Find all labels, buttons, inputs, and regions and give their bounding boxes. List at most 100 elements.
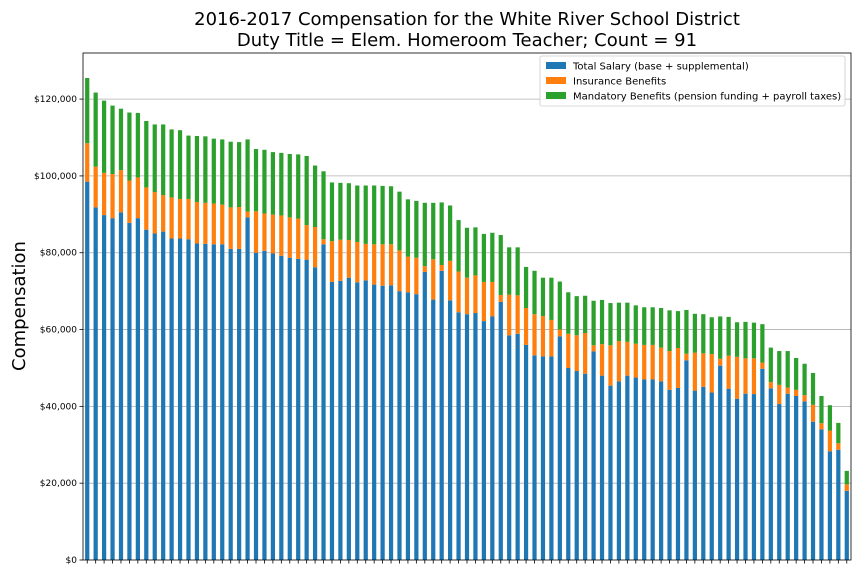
bar-segment-s1-15 [211,203,216,245]
bar-segment-s0-17 [228,248,233,561]
bar-segment-s1-13 [194,202,200,244]
bar-segment-s2-41 [431,202,436,260]
bar-segment-s0-53 [532,355,537,560]
bar-segment-s0-26 [304,259,309,560]
bar-segment-s2-3 [110,105,115,174]
bar-segment-s1-70 [675,347,681,388]
bar-segment-s1-87 [819,423,824,430]
bar-segment-s2-9 [161,124,166,196]
bar-segment-s1-65 [633,343,638,378]
bar-segment-s2-19 [245,139,250,212]
bar-segment-s0-35 [380,285,385,560]
bar-segment-s2-28 [321,171,326,240]
bar-segment-s0-48 [490,316,495,560]
bar-segment-s0-51 [515,333,520,560]
bar-segment-s1-36 [388,244,394,286]
legend-box [539,55,846,107]
bar-segment-s2-68 [659,308,664,348]
bar-segment-s2-30 [338,182,343,240]
bar-segment-s1-54 [540,316,546,357]
bar-segment-s1-63 [616,341,622,382]
y-tick-label: $60,000 [40,326,77,336]
bar-segment-s2-34 [372,185,377,245]
plot-frame [82,52,852,561]
bar-segment-s1-66 [642,344,647,380]
y-axis-label: Compensation [9,241,30,371]
bar-segment-s1-18 [237,207,242,249]
x-axis [86,560,848,564]
bar-segment-s0-7 [144,229,149,560]
bar-segment-s2-29 [329,182,335,242]
bar-segment-s2-76 [726,316,731,356]
legend-label: Total Salary (base + supplemental) [572,62,749,73]
bar-segment-s1-56 [557,329,562,337]
bar-segment-s1-17 [228,207,233,249]
legend-swatch [546,62,566,69]
bar-segment-s1-7 [144,187,149,230]
bar-segment-s2-35 [380,185,385,245]
bar-segment-s1-28 [321,239,326,245]
bar-segment-s1-21 [262,213,267,251]
bar-segment-s0-28 [321,244,326,560]
bar-segment-s2-59 [583,295,588,334]
bar-segment-s2-65 [633,305,638,344]
bar-segment-s0-40 [422,271,427,560]
bar-segment-s0-3 [110,218,115,560]
bar-segment-s0-62 [608,385,613,560]
bar-segment-s0-5 [127,222,132,560]
bar-segment-s1-37 [397,250,402,292]
bar-segment-s1-64 [625,341,630,376]
bar-segment-s2-63 [616,302,622,342]
bar-segment-s0-24 [287,257,292,560]
bar-segment-s0-2 [101,215,107,560]
bar-segment-s0-66 [642,379,647,560]
bar-segment-s1-41 [431,259,436,300]
bar-segment-s2-82 [777,351,782,385]
bar-segment-s1-57 [566,333,571,368]
bar-segment-s2-55 [549,277,554,320]
bar-segment-s2-60 [591,300,596,346]
bar-segment-s0-61 [599,375,605,560]
bar-segment-s2-24 [287,154,292,218]
bar-segment-s2-67 [650,307,655,345]
bar-segment-s0-79 [751,394,757,560]
bar-segment-s0-64 [625,375,630,560]
legend-swatch [546,92,566,99]
bar-segment-s2-46 [473,227,478,276]
bar-segment-s0-47 [481,321,486,560]
bar-segment-s1-4 [118,170,124,213]
bar-segment-s2-51 [515,247,520,296]
bar-segment-s2-56 [557,281,562,330]
bar-segment-s0-86 [810,421,816,560]
y-tick-label: $40,000 [40,402,77,412]
bar-segment-s1-47 [481,281,486,322]
bar-segment-s2-38 [405,199,411,257]
bar-segment-s0-84 [794,395,799,560]
bar-segment-s0-34 [372,284,377,560]
bar-segment-s1-26 [304,225,309,260]
y-tick-label: $80,000 [40,249,77,259]
bar-segment-s1-27 [312,226,318,268]
bar-segment-s0-37 [397,291,402,560]
bar-segment-s2-80 [760,324,765,363]
bar-segment-s1-6 [135,177,140,219]
bar-segment-s0-90 [844,490,849,560]
bar-segment-s1-77 [734,356,740,399]
bar-segment-s2-71 [684,309,689,354]
bar-segment-s0-16 [220,244,225,560]
bar-segment-s2-13 [194,135,200,203]
bar-segment-s1-88 [827,430,833,452]
bar-segment-s2-77 [734,322,740,357]
bar-segment-s1-33 [363,243,368,281]
bar-segment-s1-53 [532,314,537,356]
bar-segment-s1-11 [177,198,183,239]
bar-segment-s2-54 [540,277,546,317]
bar-segment-s0-11 [177,238,183,560]
bar-segment-s0-60 [591,351,596,560]
bar-segment-s0-70 [675,387,681,560]
bar-segment-s2-89 [836,422,841,444]
bar-segment-s1-46 [473,275,478,314]
bar-segment-s0-30 [338,280,343,560]
bar-segment-s2-72 [692,313,697,353]
bar-segment-s2-86 [810,372,816,405]
